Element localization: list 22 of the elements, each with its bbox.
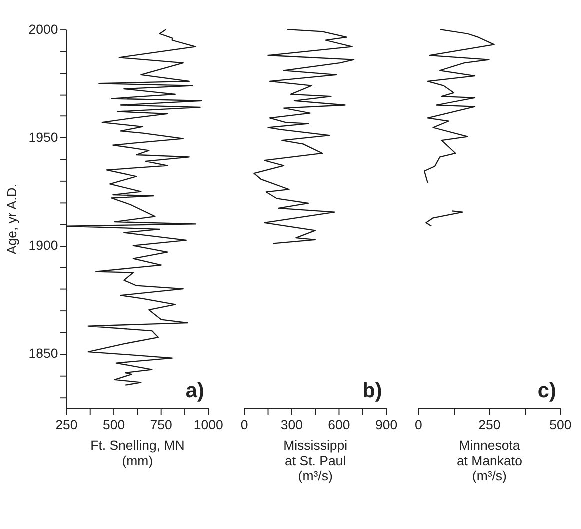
- x-tick-label: 500: [102, 417, 126, 432]
- x-tick-label: 250: [56, 417, 78, 432]
- x-axis-title: Ft. Snelling, MN (mm): [90, 438, 185, 468]
- annotation: a): [186, 380, 204, 403]
- y-tick-label: 2000: [28, 22, 58, 37]
- x-tick-label: 300: [280, 417, 303, 432]
- y-axis-title: Age, yr A.D.: [4, 184, 20, 255]
- x-tick-label: 750: [150, 417, 172, 432]
- y-tick-label: 1850: [28, 346, 58, 362]
- x-tick-label: 600: [328, 417, 350, 432]
- annotation: b): [362, 380, 382, 403]
- x-tick-label: 500: [550, 417, 572, 432]
- x-axis-title: Mississippi at St. Paul (m³/s): [284, 438, 348, 484]
- x-tick-label: 250: [478, 417, 501, 432]
- y-tick-label: 1950: [28, 130, 58, 145]
- x-tick-label: 900: [376, 417, 398, 432]
- x-tick-label: 0: [240, 417, 248, 432]
- x-tick-label: 1000: [194, 417, 224, 432]
- x-axis-title: Minnesota at Mankato (m³/s): [456, 438, 522, 484]
- annotation: c): [538, 380, 556, 403]
- x-tick-label: 0: [415, 417, 422, 432]
- y-tick-label: 1900: [28, 238, 58, 254]
